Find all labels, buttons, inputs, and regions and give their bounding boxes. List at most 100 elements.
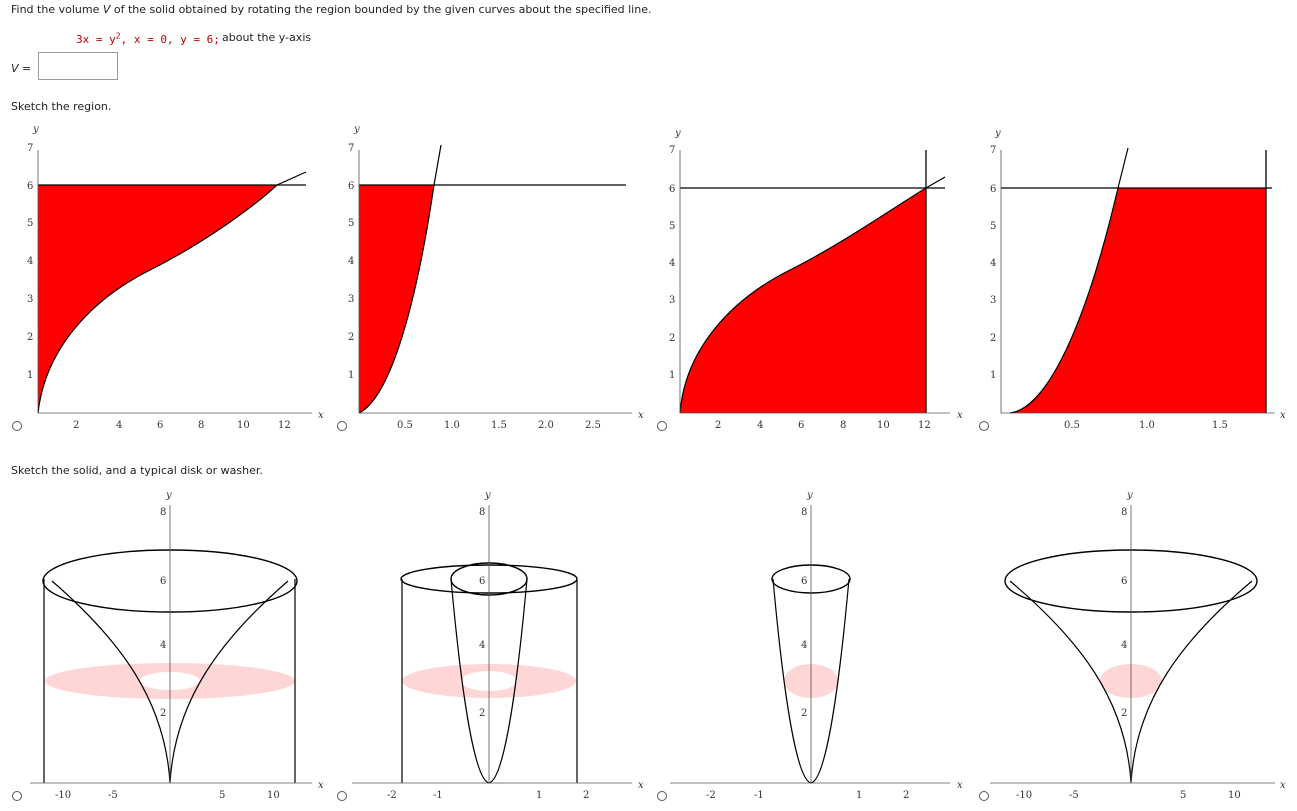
x-tick-label: 10 [1228, 790, 1241, 801]
solid-option-3-radio[interactable] [657, 791, 667, 801]
y-tick-label: 4 [801, 640, 807, 651]
rotated-curve [772, 578, 850, 784]
curves-text: 3x = y2, x = 0, y = 6; [76, 31, 220, 46]
x-tick-label: 10 [237, 420, 250, 431]
solid-option-2-radio[interactable] [337, 791, 347, 801]
y-tick-label: 1 [990, 370, 996, 381]
region-option-1-radio[interactable] [12, 421, 22, 431]
x-tick-label: 1.5 [1212, 420, 1228, 431]
x-tick-label: 4 [116, 420, 122, 431]
x-tick-label: 6 [798, 420, 804, 431]
y-tick-label: 4 [479, 640, 485, 651]
x-tick-label: 1.5 [491, 420, 507, 431]
y-tick-label: 5 [27, 218, 33, 229]
region-option-2-radio[interactable] [337, 421, 347, 431]
solid-graph-3[interactable]: y x 8 6 4 2 -2 -1 1 2 [670, 490, 963, 801]
y-tick-label: 7 [990, 145, 996, 156]
y-tick-label: 6 [801, 576, 807, 587]
x-axis-label: x [957, 410, 963, 421]
y-tick-label: 6 [479, 576, 485, 587]
x-tick-label: -5 [1069, 790, 1079, 801]
x-axis-label: x [318, 410, 324, 421]
x-tick-label: -2 [706, 790, 716, 801]
solid-graph-1[interactable]: y x 8 6 4 2 -10 -5 5 10 [30, 490, 324, 801]
solid-graph-4[interactable]: y x 8 6 4 2 -10 -5 5 10 [990, 490, 1286, 801]
region-option-4-radio[interactable] [979, 421, 989, 431]
y-tick-label: 6 [27, 181, 33, 192]
y-tick-label: 2 [990, 333, 996, 344]
solid-option-4-radio[interactable] [979, 791, 989, 801]
x-tick-label: -5 [108, 790, 118, 801]
y-tick-label: 2 [160, 708, 166, 719]
volume-input[interactable] [38, 52, 118, 80]
region-graph-3[interactable]: y x 7 6 5 4 3 2 1 2 4 6 8 10 12 [669, 128, 963, 431]
given-curves: 3x = y2, x = 0, y = 6; [76, 31, 220, 46]
y-tick-label: 5 [990, 221, 996, 232]
x-tick-label: 2.0 [538, 420, 554, 431]
x-tick-label: 2 [583, 790, 589, 801]
region-graph-4[interactable]: y x 7 6 5 4 3 2 1 0.5 1.0 1.5 [990, 128, 1286, 431]
x-tick-label: -2 [387, 790, 397, 801]
volume-label: V = [11, 62, 32, 75]
y-tick-label: 8 [479, 507, 485, 518]
y-tick-label: 5 [348, 218, 354, 229]
y-axis-label: y [484, 490, 491, 501]
question-suffix: of the solid obtained by rotating the re… [110, 3, 652, 16]
y-tick-label: 1 [348, 370, 354, 381]
y-tick-label: 3 [990, 295, 996, 306]
y-tick-label: 6 [669, 184, 675, 195]
y-tick-label: 3 [669, 295, 675, 306]
x-axis-label: x [638, 410, 644, 421]
x-tick-label: -1 [754, 790, 764, 801]
y-tick-label: 2 [27, 332, 33, 343]
x-tick-label: -1 [433, 790, 443, 801]
y-tick-label: 4 [1121, 640, 1127, 651]
y-axis-label: y [165, 490, 172, 501]
solid-graph-2[interactable]: y x 8 6 4 2 -2 -1 1 2 [352, 490, 644, 801]
y-tick-label: 4 [160, 640, 166, 651]
x-tick-label: 12 [278, 420, 291, 431]
region-fill [38, 185, 277, 413]
parabola-curve [37, 171, 307, 414]
y-tick-label: 4 [990, 258, 996, 269]
question-text: Find the volume V of the solid obtained … [11, 3, 651, 16]
x-axis-label: x [318, 780, 324, 791]
x-tick-label: 5 [1180, 790, 1186, 801]
y-tick-label: 6 [160, 576, 166, 587]
x-tick-label: 6 [157, 420, 163, 431]
x-tick-label: 10 [877, 420, 890, 431]
x-tick-label: 1 [536, 790, 542, 801]
y-tick-label: 1 [669, 370, 675, 381]
y-tick-label: 1 [27, 370, 33, 381]
y-tick-label: 2 [801, 708, 807, 719]
x-tick-label: 2 [715, 420, 721, 431]
region-option-3-radio[interactable] [657, 421, 667, 431]
parabola-curve [679, 176, 946, 414]
y-tick-label: 7 [27, 143, 33, 154]
solid-option-1-radio[interactable] [12, 791, 22, 801]
region-graph-2[interactable]: y x 7 6 5 4 3 2 1 0.5 1.0 1.5 2.0 2.5 [348, 124, 644, 431]
x-tick-label: -10 [1016, 790, 1032, 801]
x-tick-label: 1.0 [444, 420, 460, 431]
x-tick-label: 8 [840, 420, 846, 431]
y-tick-label: 3 [348, 294, 354, 305]
x-tick-label: 4 [757, 420, 763, 431]
y-axis-label: y [1126, 490, 1133, 501]
y-tick-label: 2 [348, 332, 354, 343]
region-graph-1[interactable]: y x 7 6 5 4 3 2 1 2 4 6 8 10 12 [27, 124, 324, 431]
y-tick-label: 8 [1121, 507, 1127, 518]
y-axis-label: y [994, 128, 1001, 139]
y-tick-label: 2 [1121, 708, 1127, 719]
x-tick-label: -10 [55, 790, 71, 801]
question-var: V [102, 3, 111, 16]
x-axis-label: x [638, 780, 644, 791]
y-tick-label: 6 [990, 184, 996, 195]
y-tick-label: 3 [27, 294, 33, 305]
region-fill [359, 185, 434, 413]
y-tick-label: 4 [669, 258, 675, 269]
y-tick-label: 7 [348, 143, 354, 154]
x-tick-label: 1 [856, 790, 862, 801]
x-tick-label: 2 [73, 420, 79, 431]
x-axis-label: x [1280, 780, 1286, 791]
